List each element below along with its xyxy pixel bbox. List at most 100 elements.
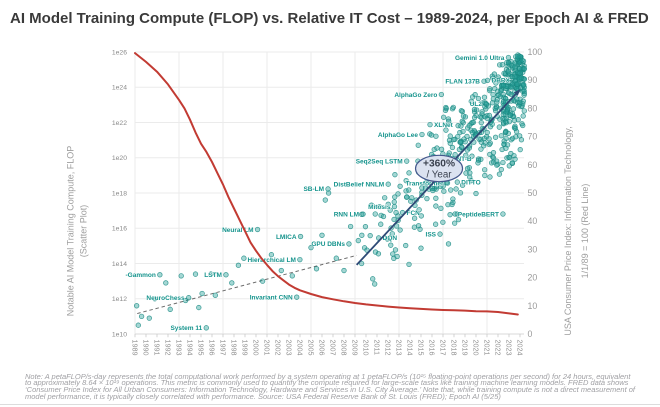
scatter-point — [370, 276, 376, 282]
scatter-point — [355, 237, 361, 244]
growth-annotation-ellipse — [414, 154, 464, 183]
scatter-point — [452, 151, 458, 158]
scatter-point-labeled — [437, 231, 443, 237]
scatter-point — [469, 153, 475, 159]
scatter-point — [499, 62, 506, 68]
scatter-point-label: AlphaGo Zero — [394, 92, 437, 99]
scatter-point — [415, 142, 421, 148]
scatter-point — [446, 118, 452, 124]
x-tick-label: 2014 — [405, 340, 414, 356]
scatter-point-labeled — [157, 272, 163, 278]
scatter-point — [322, 197, 328, 203]
scatter-point — [278, 267, 284, 274]
scatter-point — [433, 203, 439, 209]
scatter-point — [409, 195, 415, 201]
scatter-point — [387, 207, 393, 213]
scatter-point — [511, 117, 518, 123]
x-tick-label: 1992 — [163, 340, 172, 356]
scatter-point — [452, 211, 458, 217]
scatter-point — [466, 145, 472, 151]
scatter-point — [392, 247, 399, 253]
scatter-point — [424, 195, 430, 202]
x-tick-label: 2009 — [350, 340, 359, 356]
scatter-point — [229, 280, 235, 286]
chart-title: AI Model Training Compute (FLOP) vs. Rel… — [10, 10, 649, 27]
scatter-point — [341, 267, 347, 274]
scatter-point — [432, 221, 439, 227]
cpi-line — [134, 52, 519, 316]
scatter-point — [477, 114, 483, 120]
y-right-tick-label: 10 — [528, 301, 538, 311]
x-tick-label: 1998 — [229, 340, 238, 356]
scatter-point — [471, 106, 478, 113]
scatter-point — [460, 128, 466, 135]
x-tick-label: 2004 — [295, 340, 304, 356]
scatter-point — [517, 99, 523, 106]
footnote-line-4: model performance, it is typically close… — [25, 391, 501, 401]
scatter-point — [504, 59, 510, 66]
scatter-point-label: FCN — [407, 210, 421, 217]
scatter-point — [372, 249, 379, 255]
x-tick-label: 2010 — [361, 340, 370, 356]
scatter-point — [208, 271, 214, 277]
scatter-point — [487, 86, 493, 92]
scatter-point — [510, 106, 517, 112]
scatter-point — [367, 233, 373, 239]
scatter-point — [411, 215, 418, 221]
scatter-point — [512, 64, 518, 70]
scatter-point — [133, 303, 140, 309]
y-left-tick-label: 1e10 — [112, 331, 127, 338]
scatter-point — [391, 216, 397, 223]
scatter-point — [503, 129, 509, 135]
scatter-point — [434, 145, 440, 151]
scatter-point — [520, 122, 526, 129]
scatter-point — [521, 108, 527, 114]
scatter-point — [489, 121, 495, 127]
scatter-point — [486, 112, 493, 119]
scatter-point — [463, 152, 469, 158]
scatter-point — [212, 292, 218, 298]
scatter-point — [503, 145, 509, 151]
scatter-point-label: Transformer — [406, 180, 444, 187]
scatter-point — [443, 127, 449, 133]
scatter-point-labeled — [254, 226, 261, 233]
y-right-tick-label: 20 — [528, 273, 538, 283]
growth-annotation-line1: +360% — [423, 159, 455, 170]
scatter-point — [503, 118, 509, 125]
scatter-point — [446, 150, 452, 156]
y-right-tick-label: 100 — [528, 47, 543, 57]
x-tick-label: 2008 — [339, 340, 348, 356]
y-right-tick-label: 90 — [528, 75, 538, 85]
scatter-point-labeled — [438, 91, 445, 98]
scatter-point — [385, 201, 391, 207]
scatter-point — [496, 92, 502, 98]
scatter-point — [499, 146, 505, 153]
y-left-tick-label: 1e14 — [112, 261, 127, 268]
scatter-point — [491, 71, 498, 77]
scatter-point — [347, 223, 354, 230]
x-tick-label: 2005 — [306, 340, 315, 356]
scatter-point — [167, 306, 173, 312]
scatter-point-labeled — [186, 295, 192, 301]
scatter-point-labeled — [404, 158, 410, 164]
scatter-point — [459, 182, 466, 188]
scatter-point-label: DITTO — [461, 179, 480, 186]
scatter-point-label: GPU DBNs — [311, 241, 345, 248]
scatter-point — [463, 170, 469, 176]
x-tick-label: 2002 — [273, 340, 282, 356]
y-right-tick-label: 60 — [528, 160, 538, 170]
scatter-point — [507, 112, 513, 118]
left-axis-title: Notable AI Model Training Compute, FLOP — [66, 146, 76, 317]
scatter-point — [406, 170, 412, 176]
scatter-point — [362, 224, 369, 230]
scatter-point — [521, 92, 527, 98]
scatter-point — [163, 280, 169, 286]
scatter-point — [468, 178, 474, 184]
scatter-point — [519, 57, 525, 63]
scatter-point — [517, 146, 523, 153]
scatter-point — [313, 266, 320, 272]
growth-annotation-line2: / Year — [427, 170, 453, 181]
scatter-point — [391, 199, 397, 205]
x-tick-label: 2019 — [460, 340, 469, 356]
scatter-point — [376, 204, 383, 210]
